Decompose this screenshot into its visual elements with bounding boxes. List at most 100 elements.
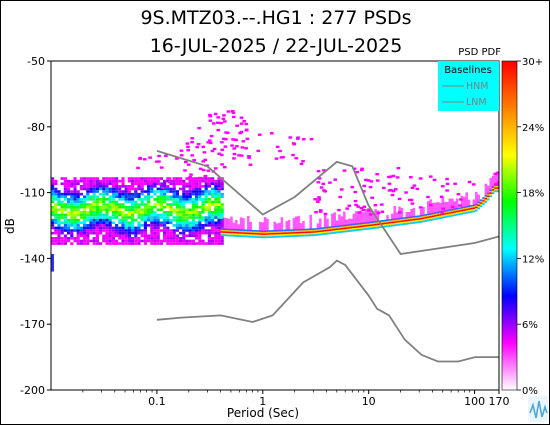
heatmap-cell — [70, 205, 74, 209]
heatmap-cell — [150, 205, 154, 209]
heatmap-cell — [54, 239, 58, 243]
heatmap-cell — [108, 237, 112, 240]
heatmap-cell — [163, 231, 167, 235]
heatmap-cell — [355, 211, 358, 225]
heatmap-cell — [83, 221, 87, 225]
heatmap-cell — [51, 195, 55, 199]
heatmap-cell — [121, 211, 125, 214]
heatmap-cell — [155, 160, 159, 163]
heatmap-cell — [223, 234, 226, 237]
heatmap-cell — [266, 234, 269, 237]
heatmap-cell — [179, 203, 183, 206]
heatmap-cell — [102, 237, 106, 240]
heatmap-cell — [239, 122, 244, 125]
heatmap-cell — [278, 232, 281, 235]
heatmap-cell — [191, 203, 195, 206]
heatmap-cell — [497, 181, 499, 184]
heatmap-cell — [172, 190, 176, 193]
heatmap-cell — [102, 185, 106, 188]
heatmap-cell — [182, 213, 186, 217]
heatmap-cell — [175, 213, 179, 217]
heatmap-cell — [220, 182, 224, 186]
heatmap-cell — [118, 190, 122, 193]
heatmap-cell — [259, 233, 262, 236]
heatmap-cell — [263, 236, 267, 239]
heatmap-cell — [376, 226, 380, 229]
heatmap-cell — [102, 213, 106, 217]
heatmap-cell — [51, 177, 55, 180]
heatmap-cell — [131, 192, 135, 196]
heatmap-cell — [482, 197, 485, 199]
heatmap-cell — [239, 230, 243, 233]
heatmap-cell — [266, 218, 269, 232]
heatmap-cell — [83, 185, 87, 188]
heatmap-cell — [60, 203, 64, 206]
heatmap-cell — [95, 229, 99, 232]
heatmap-cell — [290, 235, 293, 238]
heatmap-cell — [86, 213, 90, 217]
heatmap-cell — [211, 218, 215, 222]
heatmap-cell — [137, 185, 141, 188]
heatmap-cell — [150, 179, 154, 183]
heatmap-cell — [225, 218, 228, 230]
heatmap-cell — [54, 203, 58, 206]
heatmap-cell — [475, 206, 478, 209]
heatmap-cell — [237, 230, 240, 233]
heatmap-cell — [280, 234, 284, 236]
heatmap-cell — [456, 192, 461, 196]
heatmap-cell — [169, 231, 173, 235]
heatmap-cell — [295, 232, 298, 234]
heatmap-cell — [225, 230, 228, 232]
heatmap-cell — [220, 234, 224, 237]
heatmap-cell — [347, 230, 351, 232]
heatmap-cell — [217, 190, 221, 193]
heatmap-cell — [86, 205, 90, 209]
heatmap-cell — [169, 182, 173, 186]
heatmap-cell — [271, 236, 274, 238]
heatmap-cell — [111, 200, 115, 204]
heatmap-cell — [251, 232, 255, 235]
heatmap-cell — [211, 231, 215, 235]
heatmap-cell — [83, 218, 87, 222]
heatmap-cell — [83, 205, 87, 209]
heatmap-cell — [321, 233, 324, 236]
heatmap-cell — [393, 188, 398, 191]
heatmap-cell — [364, 178, 368, 182]
heatmap-cell — [115, 213, 119, 217]
heatmap-cell — [220, 231, 224, 234]
heatmap-cell — [156, 231, 160, 235]
heatmap-cell — [400, 219, 404, 221]
x-tick-label: 100 — [464, 395, 485, 408]
heatmap-cell — [217, 221, 221, 225]
heatmap-cell — [63, 239, 67, 243]
heatmap-cell — [166, 239, 170, 243]
heatmap-cell — [60, 205, 64, 209]
heatmap-cell — [92, 226, 96, 230]
heatmap-cell — [124, 218, 128, 222]
heatmap-cell — [137, 239, 141, 243]
heatmap-cell — [184, 160, 188, 164]
heatmap-cell — [86, 198, 90, 201]
heatmap-cell — [235, 229, 238, 231]
heatmap-cell — [285, 229, 288, 232]
heatmap-cell — [79, 239, 83, 243]
heatmap-cell — [147, 179, 151, 183]
heatmap-cell — [51, 218, 55, 222]
heatmap-cell — [182, 211, 186, 214]
heatmap-cell — [108, 229, 112, 232]
heatmap-cell — [207, 203, 211, 206]
heatmap-cell — [83, 182, 87, 186]
heatmap-cell — [335, 228, 339, 231]
heatmap-cell — [494, 186, 497, 188]
heatmap-cell — [143, 211, 147, 214]
heatmap-cell — [86, 226, 90, 230]
heatmap-cell — [137, 177, 141, 180]
heatmap-cell — [201, 203, 205, 206]
heatmap-cell — [147, 208, 151, 212]
heatmap-cell — [99, 213, 103, 217]
heatmap-cell — [391, 174, 396, 178]
heatmap-cell — [76, 234, 80, 238]
heatmap-cell — [242, 229, 245, 232]
heatmap-cell — [247, 229, 250, 232]
heatmap-cell — [99, 182, 103, 186]
